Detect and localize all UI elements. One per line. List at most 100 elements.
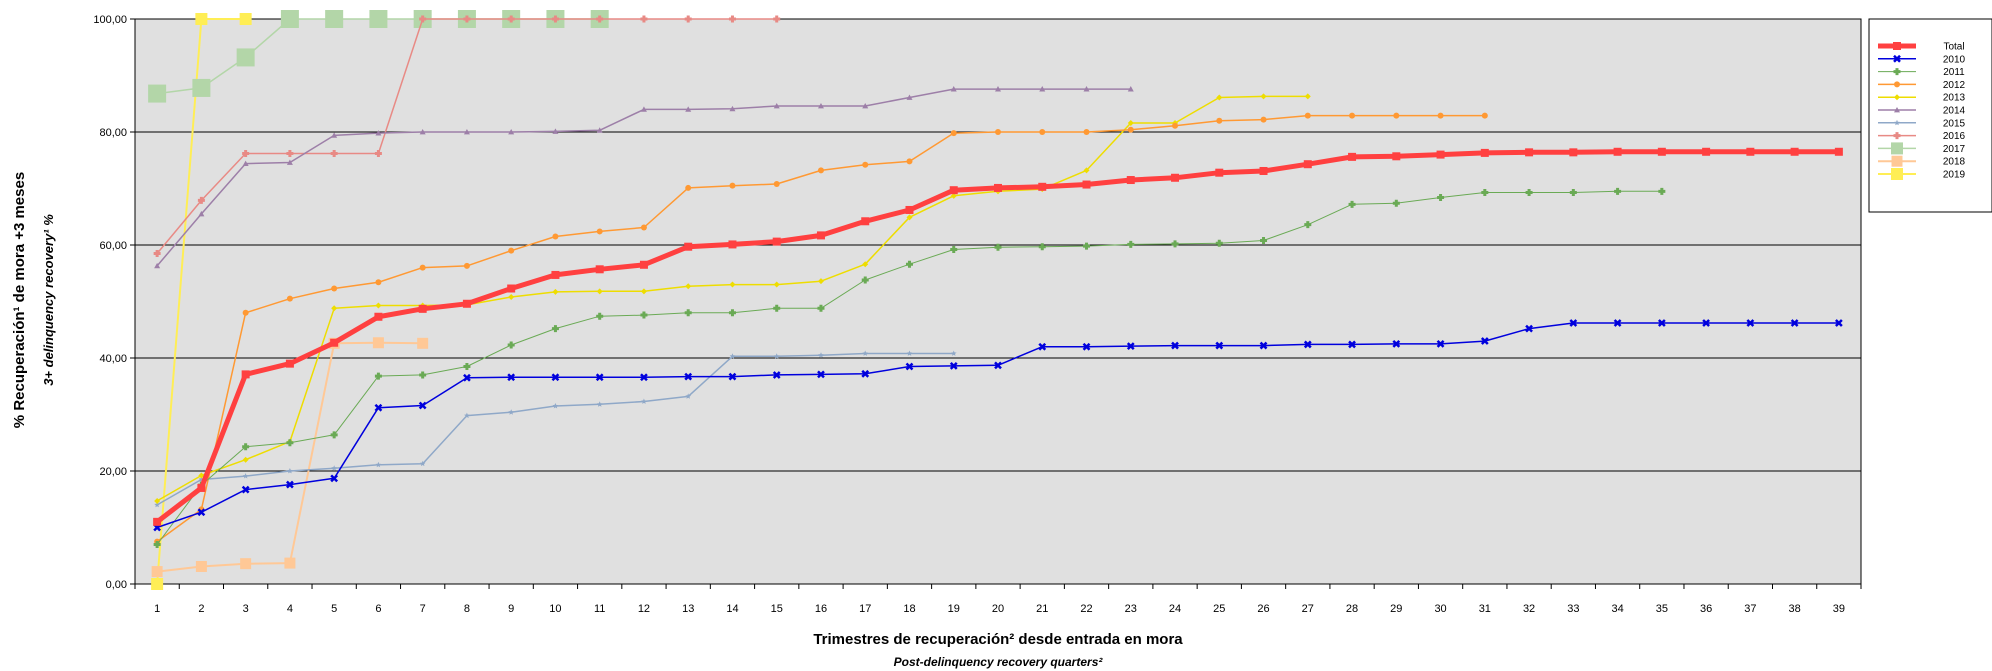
x-tick-label: 34: [1611, 603, 1623, 615]
data-point: [1702, 147, 1711, 156]
x-tick-label: 36: [1700, 603, 1712, 615]
data-point: [418, 304, 427, 313]
legend-item: 2018: [1878, 155, 1966, 168]
data-point: [551, 270, 560, 279]
x-tick-label: 9: [508, 603, 514, 615]
data-point: [280, 10, 299, 28]
data-point: [905, 260, 913, 268]
data-point: [419, 371, 427, 379]
data-point: [773, 103, 780, 109]
x-tick-label: 28: [1346, 603, 1358, 615]
data-point: [463, 362, 471, 370]
data-point: [374, 403, 383, 412]
data-point: [197, 483, 206, 492]
data-point: [1613, 319, 1622, 327]
data-point: [375, 302, 382, 309]
data-point: [995, 129, 1001, 135]
data-point: [772, 371, 781, 379]
x-tick-label: 16: [815, 603, 827, 615]
x-tick-label: 32: [1523, 603, 1535, 615]
data-point: [552, 233, 559, 240]
legend-item: 2012: [1878, 80, 1966, 91]
data-point: [1304, 221, 1312, 229]
y-tick-label: 100,00: [93, 14, 127, 26]
data-point: [372, 337, 384, 349]
data-point: [685, 106, 692, 112]
y-tick-label: 0,00: [106, 579, 127, 591]
data-point: [640, 106, 647, 112]
data-point: [1790, 319, 1799, 327]
x-tick-label: 39: [1833, 603, 1845, 615]
data-point: [287, 468, 293, 474]
legend-box: [1868, 18, 1992, 213]
data-point: [154, 501, 160, 508]
data-point: [375, 279, 382, 286]
x-tick-label: 27: [1302, 603, 1314, 615]
y-tick-label: 20,00: [99, 466, 127, 478]
data-point: [1038, 243, 1046, 251]
data-point: [994, 243, 1002, 251]
data-point: [1436, 150, 1445, 159]
data-point: [596, 127, 603, 133]
data-point: [684, 242, 693, 251]
data-point: [1303, 340, 1312, 349]
data-point: [729, 353, 736, 359]
data-point: [419, 15, 427, 23]
data-point: [198, 210, 205, 217]
data-point: [462, 299, 471, 308]
data-point: [374, 149, 382, 157]
x-tick-label: 13: [682, 603, 694, 615]
data-point: [773, 180, 780, 187]
series-2016: [153, 15, 781, 257]
data-point: [1303, 160, 1312, 169]
x-tick-label: 17: [859, 603, 871, 615]
legend-item: 2011: [1878, 67, 1965, 78]
data-point: [1038, 342, 1047, 351]
data-point: [419, 129, 426, 135]
data-point: [331, 132, 338, 138]
data-point: [1171, 173, 1180, 182]
data-point: [1525, 188, 1533, 196]
data-point: [154, 497, 161, 504]
data-point: [994, 361, 1002, 370]
data-point: [1260, 236, 1268, 244]
data-point: [1083, 86, 1090, 92]
data-point: [817, 103, 824, 109]
data-point: [685, 283, 692, 290]
series-2019: [151, 13, 252, 590]
data-point: [1481, 112, 1488, 119]
data-point: [1304, 112, 1311, 119]
data-point: [862, 350, 869, 356]
data-point: [418, 401, 427, 410]
data-point: [595, 373, 604, 382]
x-tick-label: 35: [1656, 603, 1668, 615]
data-point: [1613, 147, 1622, 156]
data-point: [1481, 188, 1489, 196]
data-point: [419, 264, 426, 271]
data-point: [1039, 129, 1046, 135]
data-point: [197, 508, 206, 517]
data-point: [1260, 116, 1267, 123]
data-point: [1437, 112, 1444, 119]
data-point: [640, 288, 647, 295]
data-point: [552, 288, 559, 295]
data-point: [154, 262, 161, 269]
x-tick-label: 31: [1479, 603, 1491, 615]
data-point: [1569, 188, 1577, 196]
data-point: [1480, 337, 1489, 345]
data-point: [816, 231, 825, 240]
x-tick-label: 3: [243, 603, 249, 615]
data-point: [195, 560, 207, 572]
legend-label: 2013: [1943, 93, 1966, 104]
data-point: [861, 276, 869, 284]
x-tick-label: 2: [198, 603, 204, 615]
legend-label: 2011: [1943, 67, 1965, 78]
data-point: [1392, 199, 1400, 207]
x-tick-label: 33: [1567, 603, 1579, 615]
legend-marker: [1891, 168, 1903, 180]
data-point: [330, 149, 338, 157]
data-point: [1126, 176, 1135, 185]
data-point: [286, 149, 294, 157]
x-tick-label: 6: [375, 603, 381, 615]
